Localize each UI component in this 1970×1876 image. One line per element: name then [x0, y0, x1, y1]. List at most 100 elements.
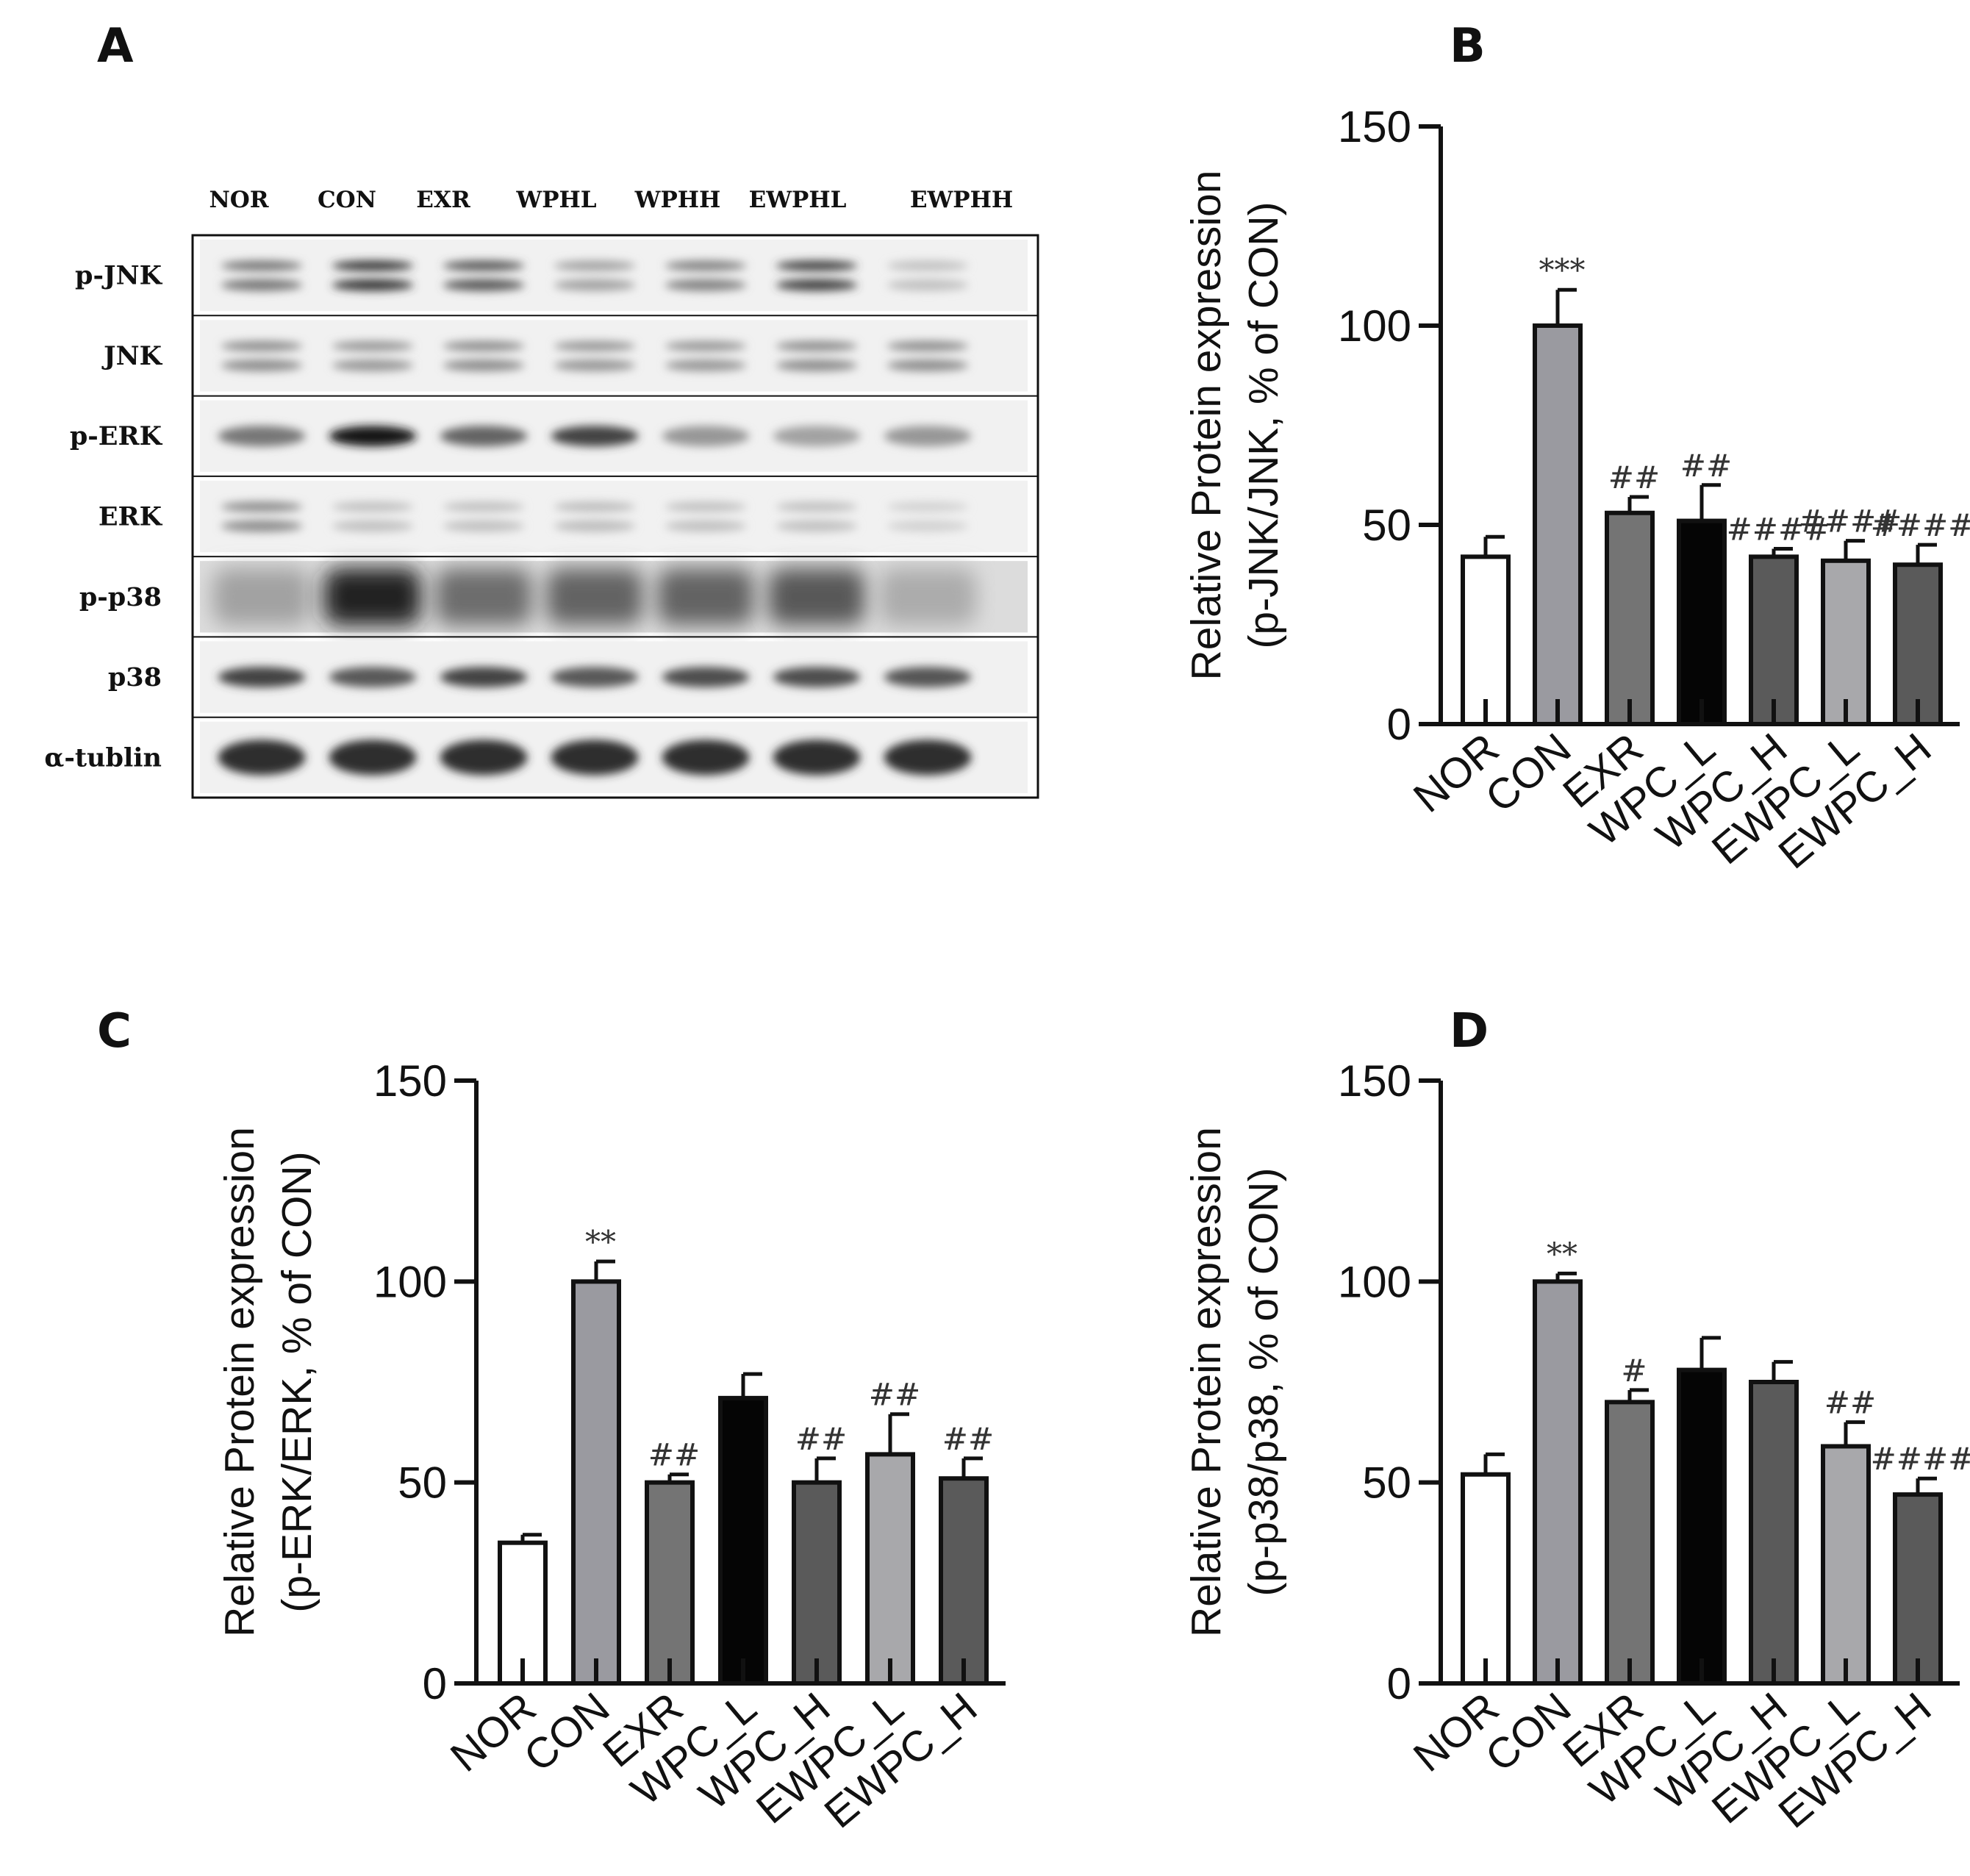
y-tick-label: 0 — [1387, 700, 1411, 749]
y-tick-label: 100 — [1338, 1257, 1411, 1306]
y-tick-label: 100 — [1338, 301, 1411, 351]
blot-band — [546, 568, 643, 626]
significance-label: ## — [1680, 448, 1732, 484]
blot-band — [332, 520, 414, 532]
blot-lane-label-exr: EXR — [416, 187, 470, 213]
blot-lane-label-nor: NOR — [209, 187, 268, 213]
y-tick-label: 50 — [398, 1458, 447, 1508]
blot-band — [776, 501, 858, 512]
blot-band — [665, 279, 747, 291]
y-axis-label: (p-p38/p38, % of CON) — [1240, 1168, 1287, 1597]
blot-band — [776, 260, 858, 271]
blot-band — [329, 740, 417, 776]
bar-wpc-h — [1749, 1380, 1799, 1686]
blot-band — [886, 520, 969, 532]
blot-band — [221, 260, 303, 271]
blot-row-label-p-erk: p-ERK — [70, 421, 163, 451]
bar-ewpc-l — [1821, 558, 1871, 727]
significance-label: #### — [1871, 507, 1970, 543]
blot-band — [884, 667, 972, 688]
y-tick-label: 50 — [1362, 501, 1411, 550]
y-axis-label: (p-ERK/ERK, % of CON) — [273, 1151, 320, 1612]
blot-band — [665, 340, 747, 351]
blot-band — [218, 426, 306, 447]
significance-label: #### — [1727, 512, 1830, 548]
significance-label: #### — [1799, 504, 1902, 540]
bar-chart-c: 0 50 100 150 Relative Protein expression (p-E… — [216, 1056, 1006, 1837]
y-tick-label: 0 — [1387, 1659, 1411, 1708]
blot-row-label-p-p38: p-p38 — [79, 582, 162, 612]
blot-band — [776, 279, 858, 291]
blot-band — [332, 340, 414, 351]
blot-band — [773, 426, 861, 447]
blot-lane-label-wphh: WPHH — [634, 187, 721, 213]
blot-band — [551, 667, 639, 688]
blot-row-label-jnk: JNK — [101, 341, 163, 371]
blot-band — [218, 740, 306, 776]
bar-ewpc-h — [939, 1476, 989, 1686]
blot-band — [773, 740, 861, 776]
significance-label: #### — [1871, 1441, 1970, 1477]
y-tick-label: 150 — [1338, 102, 1411, 151]
blot-band — [332, 359, 414, 372]
blot-band — [443, 359, 525, 372]
bar-exr — [645, 1480, 695, 1686]
bar-ewpc-h — [1893, 1492, 1943, 1686]
bar-con — [1533, 323, 1583, 726]
bar-chart-b: 0 50 100 150 Relative Protein expression (p-J… — [1183, 102, 1970, 878]
blot-band — [221, 359, 303, 372]
y-axis-label: (p-JNK/JNK, % of CON) — [1240, 201, 1287, 648]
y-tick-label: 50 — [1362, 1458, 1411, 1508]
blot-band — [324, 568, 421, 626]
bar-wpc-l — [718, 1395, 768, 1686]
blot-band — [665, 359, 747, 372]
bar-wpc-l — [1677, 518, 1727, 727]
blot-band — [665, 520, 747, 532]
blot-band — [218, 667, 306, 688]
blot-lane-label-con: CON — [318, 187, 376, 213]
blot-band — [213, 568, 310, 626]
bar-wpc-l — [1677, 1367, 1727, 1686]
blot-band — [554, 520, 636, 532]
bar-nor — [1461, 1472, 1511, 1686]
blot-band — [886, 340, 969, 351]
y-axis-label: Relative Protein expression — [216, 1127, 263, 1637]
blot-row-label-p38: p38 — [108, 662, 162, 692]
panel-letter-a: A — [97, 19, 134, 74]
panel-letter-b: B — [1450, 19, 1486, 74]
blot-band — [886, 260, 969, 271]
blot-band — [221, 340, 303, 351]
significance-label: # — [1621, 1353, 1647, 1389]
blot-band — [332, 279, 414, 291]
blot-band — [443, 340, 525, 351]
blot-row-background — [200, 480, 1028, 553]
bar-con — [571, 1279, 621, 1686]
bar-con — [1533, 1279, 1583, 1686]
blot-band — [554, 340, 636, 351]
y-tick-label: 100 — [373, 1257, 447, 1306]
blot-band — [435, 568, 532, 626]
blot-band — [329, 426, 417, 447]
blot-band — [886, 501, 969, 512]
blot-band — [879, 568, 976, 626]
blot-band — [776, 520, 858, 532]
significance-label: ## — [942, 1421, 994, 1457]
blot-band — [884, 426, 972, 447]
blot-band — [551, 426, 639, 447]
bar-wpc-h — [792, 1480, 842, 1686]
blot-band — [440, 426, 528, 447]
bar-ewpc-l — [1821, 1444, 1871, 1686]
blot-band — [884, 740, 972, 776]
blot-band — [443, 279, 525, 291]
panel-letter-c: C — [97, 1004, 132, 1059]
blot-band — [886, 279, 969, 291]
blot-band — [554, 279, 636, 291]
blot-band — [886, 359, 969, 372]
panel-letter-d: D — [1450, 1004, 1489, 1059]
blot-band — [332, 260, 414, 271]
blot-band — [551, 740, 639, 776]
blot-band — [776, 359, 858, 372]
y-tick-label: 150 — [373, 1056, 447, 1106]
